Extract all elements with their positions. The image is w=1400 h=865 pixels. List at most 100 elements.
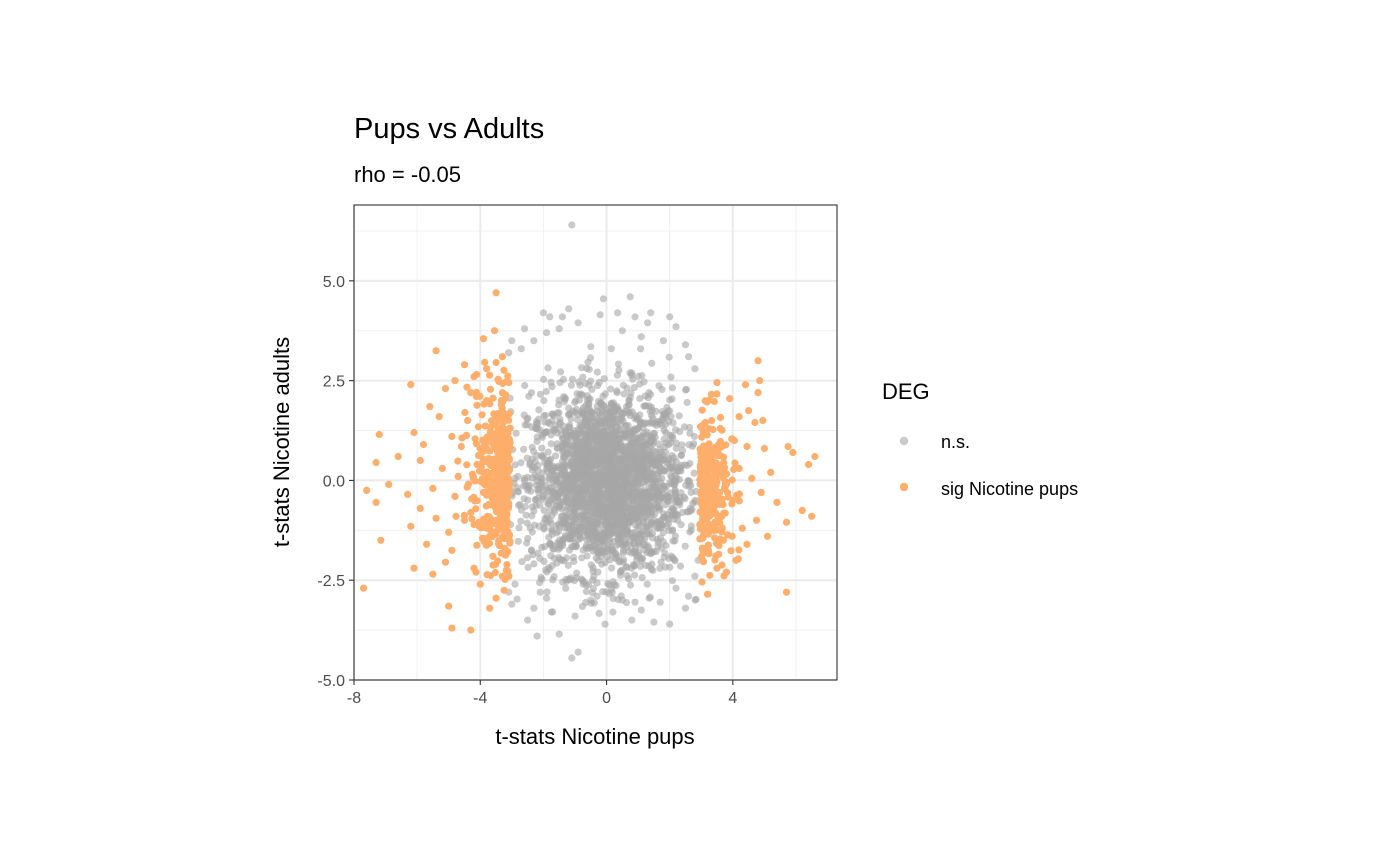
data-point: [536, 588, 544, 596]
data-point: [637, 606, 645, 614]
data-point: [645, 594, 653, 602]
data-point: [479, 488, 487, 496]
data-point: [503, 484, 511, 492]
data-point: [556, 536, 564, 544]
data-point: [500, 504, 508, 512]
data-point: [656, 564, 664, 572]
data-point: [580, 527, 588, 535]
data-point: [630, 539, 638, 548]
data-point: [665, 526, 673, 535]
data-point: [650, 429, 659, 437]
data-point: [619, 549, 628, 557]
data-point: [579, 411, 587, 419]
data-point: [606, 437, 615, 445]
legend-title: DEG: [882, 379, 930, 404]
data-point: [609, 420, 617, 428]
data-point: [631, 313, 639, 321]
data-point: [732, 556, 740, 564]
data-point: [592, 542, 600, 550]
data-point: [672, 444, 680, 452]
data-point: [548, 410, 556, 418]
data-point: [686, 528, 694, 536]
data-point: [573, 569, 581, 577]
data-point: [589, 584, 597, 593]
data-point: [557, 505, 565, 513]
data-point: [486, 385, 495, 393]
data-point: [576, 514, 584, 522]
data-point: [559, 519, 568, 527]
data-point: [626, 408, 634, 417]
data-point: [564, 448, 572, 456]
x-tick-label: -8: [347, 690, 361, 707]
data-point: [572, 442, 580, 451]
data-point: [683, 398, 691, 407]
data-point: [646, 407, 654, 415]
data-point: [474, 423, 482, 431]
data-point: [536, 390, 545, 398]
data-point: [569, 461, 578, 469]
data-point: [579, 391, 587, 399]
data-point: [696, 521, 704, 529]
data-point: [692, 595, 700, 604]
data-point: [631, 598, 639, 606]
data-point: [445, 602, 453, 610]
data-point: [531, 472, 539, 480]
data-point: [594, 568, 602, 576]
data-point: [711, 487, 720, 495]
data-point: [634, 425, 642, 433]
data-point: [511, 580, 519, 588]
data-point: [582, 542, 590, 550]
data-point: [702, 469, 711, 477]
data-point: [668, 512, 676, 520]
data-point: [520, 445, 528, 453]
data-point: [613, 431, 621, 439]
data-point: [735, 413, 743, 421]
data-point: [571, 612, 579, 620]
data-point: [630, 489, 638, 497]
data-point: [581, 379, 590, 387]
data-point: [587, 596, 595, 604]
data-point: [618, 410, 626, 419]
data-point: [616, 457, 624, 465]
data-point: [540, 557, 548, 566]
data-point: [490, 327, 499, 335]
data-point: [644, 319, 652, 327]
data-point: [470, 373, 478, 381]
data-point: [546, 506, 554, 514]
data-point: [578, 602, 587, 611]
data-point: [666, 435, 675, 443]
data-point: [609, 594, 617, 603]
data-point: [724, 531, 732, 539]
data-point: [628, 439, 636, 448]
data-point: [644, 394, 652, 402]
data-point: [574, 648, 582, 656]
data-point: [498, 353, 506, 361]
data-point: [566, 410, 574, 418]
data-point: [684, 508, 693, 516]
data-point: [654, 538, 662, 546]
data-point: [644, 498, 652, 506]
data-point: [705, 550, 713, 558]
data-point: [767, 468, 775, 476]
data-point: [538, 483, 546, 491]
data-point: [617, 485, 625, 493]
data-point: [499, 418, 507, 426]
data-point: [540, 525, 548, 533]
data-point: [482, 541, 490, 549]
data-point: [637, 333, 645, 341]
data-point: [372, 458, 380, 467]
data-point: [622, 563, 630, 571]
data-point: [645, 419, 653, 427]
data-point: [696, 535, 704, 543]
data-point: [607, 385, 615, 393]
y-axis-title: t-stats Nicotine adults: [269, 337, 294, 547]
data-point: [584, 358, 592, 366]
data-point: [687, 481, 695, 490]
data-point: [523, 519, 531, 527]
data-point: [416, 456, 424, 465]
data-point: [709, 425, 717, 434]
data-point: [710, 460, 718, 469]
data-point: [620, 390, 628, 398]
data-point: [582, 587, 591, 596]
data-point: [636, 394, 644, 403]
